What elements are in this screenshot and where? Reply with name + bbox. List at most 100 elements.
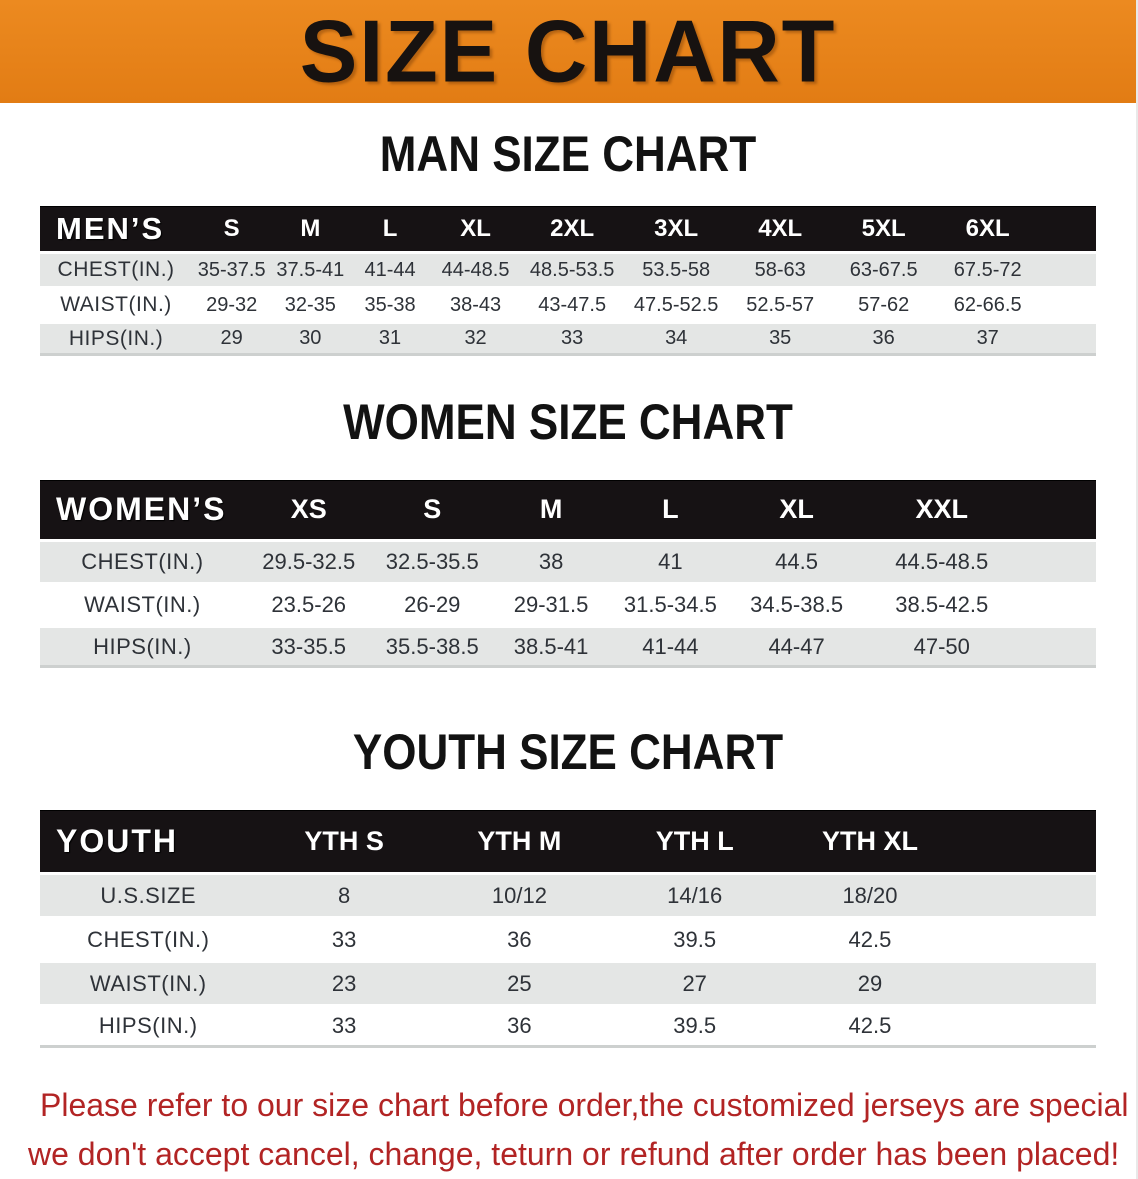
value-cell: 25 [431,963,608,1004]
size-header-cell: YTH L [607,810,783,872]
value-cell: 37.5-41 [271,254,350,286]
value-cell: 67.5-72 [935,254,1040,286]
value-cell: 42.5 [782,919,958,960]
table-row: HIPS(IN.) 33-35.5 35.5-38.5 38.5-41 41-44 44-… [40,628,1096,668]
spacer-cell [1039,254,1096,286]
value-cell: 38-43 [430,289,521,321]
size-header-cell: YTH M [431,810,608,872]
value-cell: 35.5-38.5 [372,628,492,668]
man-size-chart-heading: MAN SIZE CHART [379,126,757,182]
value-cell: 23 [256,963,432,1004]
size-header-cell: S [192,206,272,251]
value-cell: 26-29 [372,585,492,625]
row-label-cell: WAIST(IN.) [40,289,193,321]
value-cell: 58-63 [728,254,832,286]
spacer-cell [1039,289,1096,321]
banner: SIZE CHART [0,0,1136,103]
size-header-cell: XXL [862,480,1021,539]
value-cell: 33-35.5 [244,628,373,668]
value-cell: 32-35 [271,289,350,321]
table-row: CHEST(IN.) 29.5-32.5 32.5-35.5 38 41 44.5 44.5… [40,542,1096,582]
spacer-cell [957,1007,1096,1048]
spacer-cell [1039,206,1096,251]
value-cell: 52.5-57 [728,289,832,321]
spacer-cell [1020,480,1096,539]
table-header-row: WOMEN’S XS S M L XL XXL [40,480,1096,539]
value-cell: 36 [831,324,936,356]
women-size-table: WOMEN’S XS S M L XL XXL CHEST(IN.) 29.5-32.5 32.5… [40,477,1096,671]
table-label-header: MEN’S [40,206,193,251]
value-cell: 10/12 [431,875,608,916]
spacer-cell [957,963,1096,1004]
row-label-cell: CHEST(IN.) [40,542,245,582]
value-cell: 29-31.5 [491,585,611,625]
size-header-cell: L [610,480,731,539]
size-header-cell: M [491,480,611,539]
value-cell: 33 [256,1007,432,1048]
size-header-cell: XL [730,480,863,539]
size-header-cell: YTH S [256,810,432,872]
value-cell: 44-47 [730,628,863,668]
youth-size-table: YOUTH YTH S YTH M YTH L YTH XL U.S.SIZE 8 10/12… [40,807,1096,1051]
value-cell: 57-62 [831,289,936,321]
table-row: HIPS(IN.) 33 36 39.5 42.5 [40,1007,1096,1048]
value-cell: 48.5-53.5 [520,254,624,286]
value-cell: 31 [349,324,431,356]
table-row: WAIST(IN.) 23.5-26 26-29 29-31.5 31.5-34.5 34… [40,585,1096,625]
value-cell: 41-44 [610,628,731,668]
value-cell: 39.5 [607,1007,783,1048]
value-cell: 44.5-48.5 [862,542,1021,582]
row-label-cell: CHEST(IN.) [40,919,257,960]
value-cell: 44-48.5 [430,254,521,286]
table-row: CHEST(IN.) 33 36 39.5 42.5 [40,919,1096,960]
size-header-cell: 2XL [520,206,624,251]
value-cell: 29 [192,324,272,356]
value-cell: 41 [610,542,731,582]
row-label-cell: CHEST(IN.) [40,254,193,286]
spacer-cell [1020,628,1096,668]
value-cell: 32.5-35.5 [372,542,492,582]
women-size-chart-heading: WOMEN SIZE CHART [343,394,793,450]
value-cell: 42.5 [782,1007,958,1048]
table-label-header: YOUTH [40,810,257,872]
value-cell: 39.5 [607,919,783,960]
value-cell: 43-47.5 [520,289,624,321]
spacer-cell [1020,542,1096,582]
value-cell: 29 [782,963,958,1004]
table-row: U.S.SIZE 8 10/12 14/16 18/20 [40,875,1096,916]
row-label-cell: WAIST(IN.) [40,585,245,625]
size-header-cell: 3XL [623,206,729,251]
value-cell: 33 [520,324,624,356]
value-cell: 38 [491,542,611,582]
value-cell: 35-38 [349,289,431,321]
size-header-cell: 6XL [935,206,1040,251]
table-header-row: YOUTH YTH S YTH M YTH L YTH XL [40,810,1096,872]
value-cell: 62-66.5 [935,289,1040,321]
spacer-cell [1020,585,1096,625]
size-header-cell: XL [430,206,521,251]
youth-size-chart-section: YOUTH SIZE CHART YOUTH YTH S YTH M YTH L YTH… [0,727,1136,1051]
value-cell: 30 [271,324,350,356]
row-label-cell: HIPS(IN.) [40,1007,257,1048]
value-cell: 47-50 [862,628,1021,668]
row-label-cell: HIPS(IN.) [40,628,245,668]
table-header-row: MEN’S S M L XL 2XL 3XL 4XL 5XL 6XL [40,206,1096,251]
value-cell: 29-32 [192,289,272,321]
value-cell: 36 [431,1007,608,1048]
value-cell: 31.5-34.5 [610,585,731,625]
value-cell: 34 [623,324,729,356]
value-cell: 38.5-41 [491,628,611,668]
men-size-table: MEN’S S M L XL 2XL 3XL 4XL 5XL 6XL CHEST(IN.) 35-37… [40,203,1096,359]
table-row: CHEST(IN.) 35-37.5 37.5-41 41-44 44-48.5 48.5… [40,254,1096,286]
value-cell: 33 [256,919,432,960]
page-title: SIZE CHART [299,1,837,101]
value-cell: 23.5-26 [244,585,373,625]
size-header-cell: S [372,480,492,539]
size-header-cell: YTH XL [782,810,958,872]
row-label-cell: HIPS(IN.) [40,324,193,356]
value-cell: 8 [256,875,432,916]
value-cell: 37 [935,324,1040,356]
table-row: HIPS(IN.) 29 30 31 32 33 34 35 36 37 [40,324,1096,356]
size-header-cell: XS [244,480,373,539]
value-cell: 32 [430,324,521,356]
